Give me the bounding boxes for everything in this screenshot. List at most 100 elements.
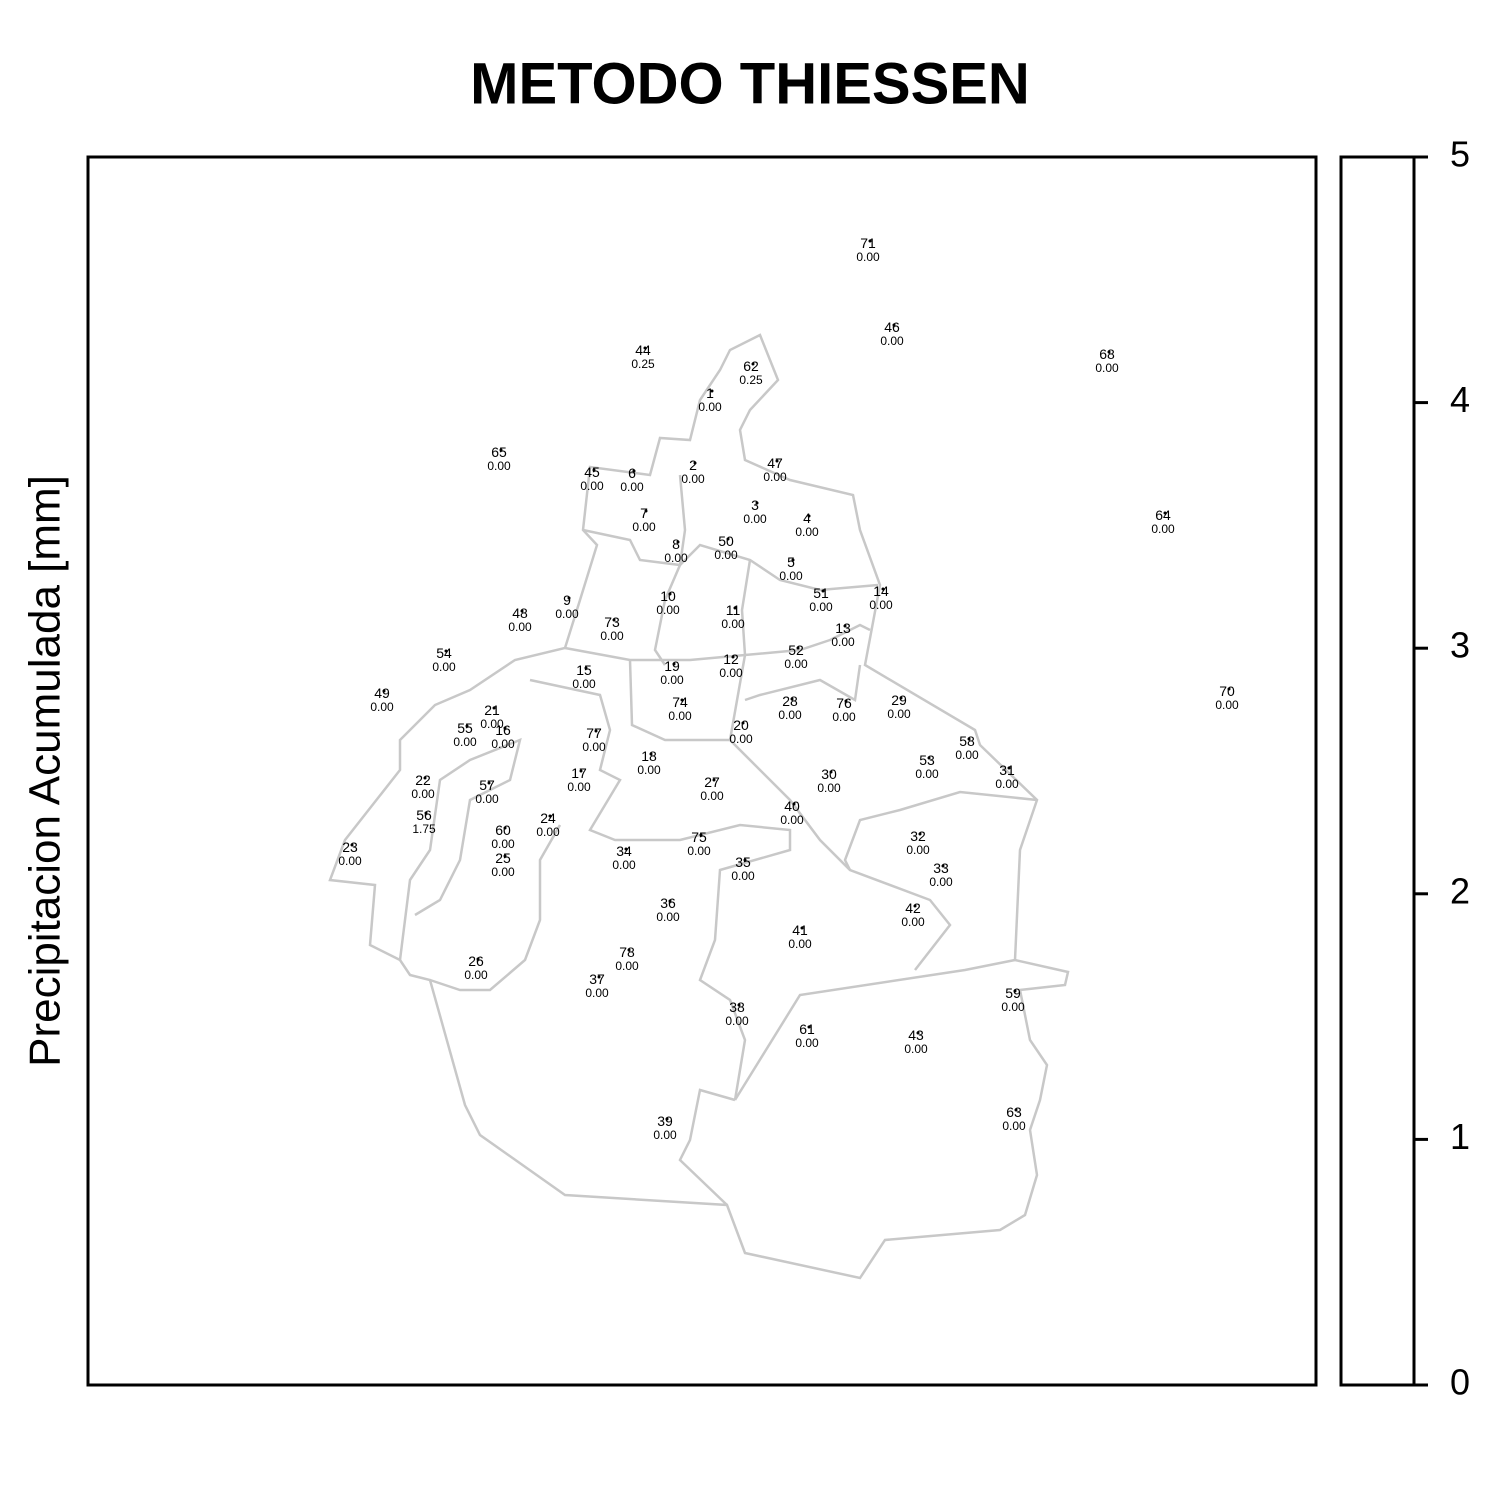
station-id: 40 xyxy=(784,798,800,814)
station-value: 0.00 xyxy=(411,787,435,801)
station-point xyxy=(444,649,448,653)
station-point xyxy=(1014,1108,1018,1112)
station-point xyxy=(423,776,427,780)
station-id: 71 xyxy=(860,235,876,251)
station-value: 0.00 xyxy=(721,617,745,631)
station-point xyxy=(597,975,601,979)
station-point xyxy=(791,558,795,562)
station-point xyxy=(1107,350,1111,354)
station-value: 0.00 xyxy=(880,334,904,348)
station-id: 2 xyxy=(689,457,697,473)
station-point xyxy=(643,346,647,350)
station-point xyxy=(792,802,796,806)
station-point xyxy=(612,618,616,622)
station-point xyxy=(476,957,480,961)
station-point xyxy=(918,832,922,836)
station-point xyxy=(743,858,747,862)
station-id: 26 xyxy=(468,953,484,969)
station-id: 55 xyxy=(457,720,473,736)
station-point xyxy=(693,461,697,465)
station-id: 36 xyxy=(660,895,676,911)
station-value: 0.00 xyxy=(487,459,511,473)
station-id: 62 xyxy=(743,358,759,374)
station-id: 3 xyxy=(751,497,759,513)
station-value: 0.00 xyxy=(1095,361,1119,375)
station-id: 65 xyxy=(491,444,507,460)
station-value: 0.00 xyxy=(508,620,532,634)
station-value: 0.00 xyxy=(955,748,979,762)
colorbar-tick-label: 5 xyxy=(1450,134,1470,175)
station-id: 77 xyxy=(586,725,602,741)
station-value: 0.00 xyxy=(995,777,1019,791)
station-id: 28 xyxy=(782,693,798,709)
station-value: 0.00 xyxy=(432,660,456,674)
station-id: 5 xyxy=(787,554,795,570)
station-id: 54 xyxy=(436,645,452,661)
station-value: 0.00 xyxy=(637,763,661,777)
map-frame xyxy=(86,155,1318,1387)
station-value: 0.00 xyxy=(580,479,604,493)
station-point xyxy=(584,666,588,670)
station-value: 0.00 xyxy=(582,740,606,754)
station-point xyxy=(751,362,755,366)
station-id: 8 xyxy=(672,536,680,552)
station-id: 45 xyxy=(584,464,600,480)
station-id: 24 xyxy=(540,810,556,826)
station-point xyxy=(741,721,745,725)
boundary xyxy=(628,659,952,971)
station-id: 27 xyxy=(704,774,720,790)
station-point xyxy=(790,697,794,701)
station-id: 41 xyxy=(792,922,808,938)
station-value: 0.00 xyxy=(660,673,684,687)
station-id: 51 xyxy=(813,585,829,601)
station-id: 38 xyxy=(729,999,745,1015)
station-point xyxy=(796,646,800,650)
station-point xyxy=(1013,989,1017,993)
station-id: 48 xyxy=(512,605,528,621)
station-value: 0.00 xyxy=(475,792,499,806)
station-id: 35 xyxy=(735,854,751,870)
boundary xyxy=(529,678,792,1101)
station-id: 9 xyxy=(563,592,571,608)
station-value: 0.00 xyxy=(929,875,953,889)
station-value: 0.00 xyxy=(656,603,680,617)
station-id: 42 xyxy=(905,900,921,916)
station-id: 53 xyxy=(919,752,935,768)
station-point xyxy=(567,596,571,600)
colorbar-tick-label: 3 xyxy=(1450,625,1470,666)
station-point xyxy=(1227,687,1231,691)
station-id: 32 xyxy=(910,828,926,844)
station-id: 12 xyxy=(723,651,739,667)
station-id: 56 xyxy=(416,807,432,823)
station-id: 58 xyxy=(959,733,975,749)
station-value: 0.00 xyxy=(567,780,591,794)
station-value: 0.00 xyxy=(656,910,680,924)
station-id: 37 xyxy=(589,971,605,987)
station-point xyxy=(649,752,653,756)
station-id: 49 xyxy=(374,685,390,701)
station-point xyxy=(726,537,730,541)
station-id: 10 xyxy=(660,588,676,604)
station-value: 0.00 xyxy=(1151,522,1175,536)
station-point xyxy=(424,811,428,815)
station-value: 0.00 xyxy=(778,708,802,722)
station-value: 0.00 xyxy=(795,525,819,539)
station-id: 64 xyxy=(1155,507,1171,523)
station-value: 0.00 xyxy=(795,1036,819,1050)
station-point xyxy=(1007,766,1011,770)
station-id: 21 xyxy=(484,702,500,718)
station-id: 11 xyxy=(726,602,741,618)
station-point xyxy=(899,696,903,700)
station-point xyxy=(731,655,735,659)
station-point xyxy=(465,724,469,728)
station-point xyxy=(668,592,672,596)
station-point xyxy=(579,769,583,773)
station-value: 0.00 xyxy=(572,677,596,691)
station-value: 0.00 xyxy=(729,732,753,746)
station-id: 61 xyxy=(799,1021,815,1037)
station-point xyxy=(503,726,507,730)
station-point xyxy=(350,843,354,847)
station-point xyxy=(967,737,971,741)
